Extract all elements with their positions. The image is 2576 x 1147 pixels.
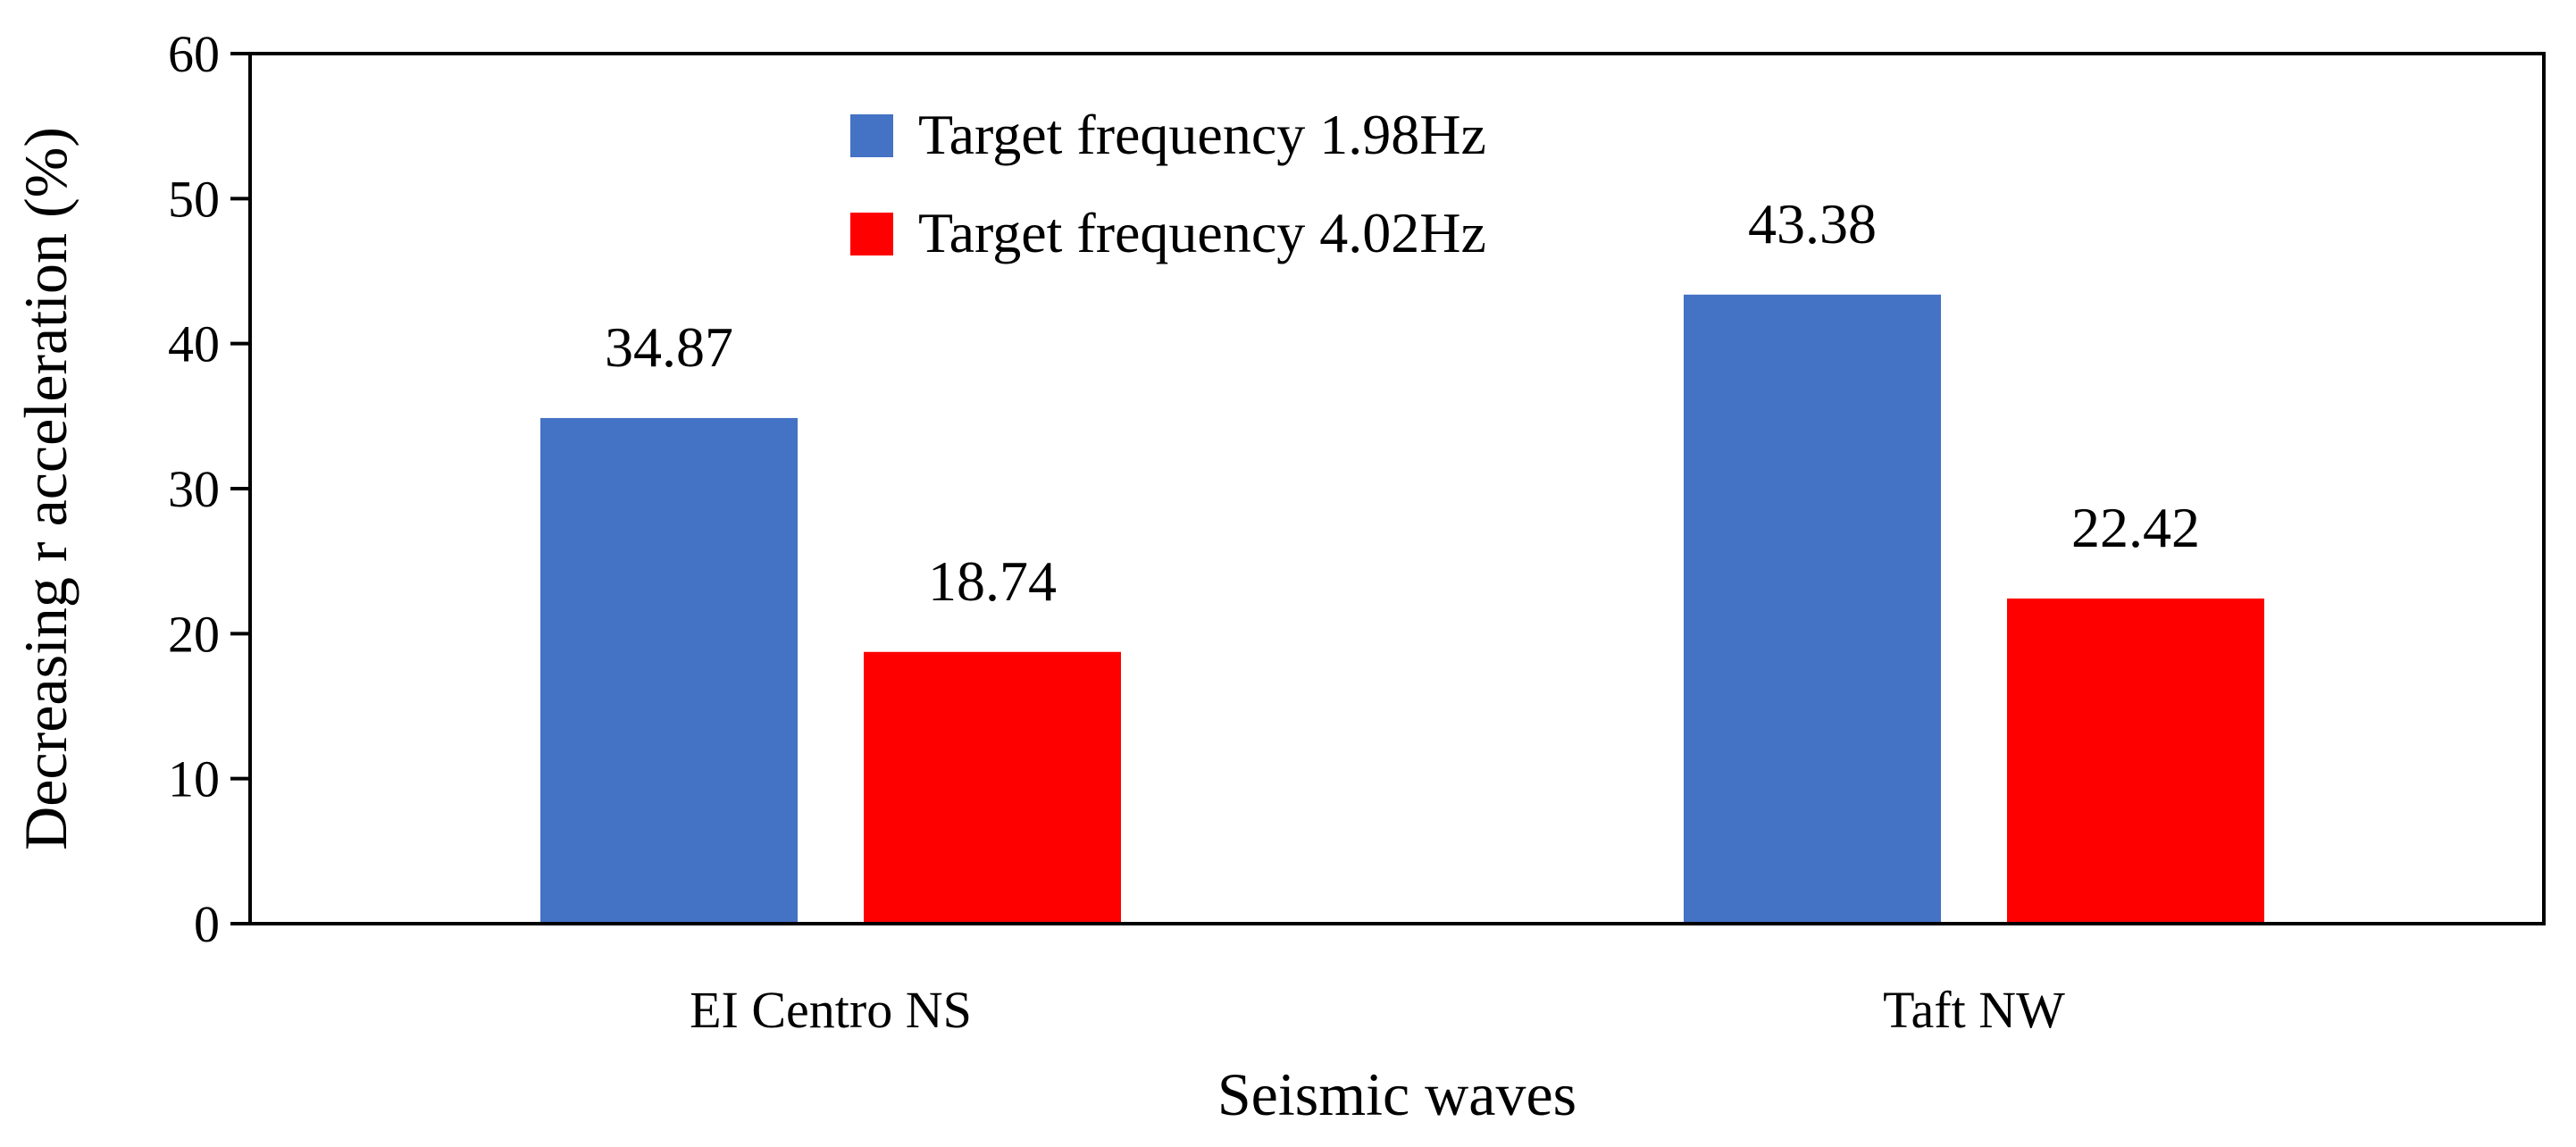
y-axis-title: Decreasing r acceleration (%) xyxy=(12,127,79,850)
plot-area xyxy=(540,294,2264,925)
x-tick-label: EI Centro NS xyxy=(690,981,972,1039)
data-label: 18.74 xyxy=(928,549,1057,613)
y-axis: 0 10 20 30 40 50 60 xyxy=(168,25,250,953)
legend-label: Target frequency 1.98Hz xyxy=(918,103,1486,166)
bar xyxy=(1684,294,1941,925)
x-axis: EI Centro NS Taft NW xyxy=(690,981,2065,1039)
y-tick-label: 10 xyxy=(168,750,220,808)
legend-swatch xyxy=(850,114,893,157)
bar xyxy=(864,651,1121,924)
bar xyxy=(2007,599,2264,924)
y-tick-label: 50 xyxy=(168,170,220,228)
y-tick-label: 60 xyxy=(168,25,220,83)
y-tick-label: 0 xyxy=(194,895,220,953)
data-label: 43.38 xyxy=(1748,192,1877,255)
y-tick-label: 20 xyxy=(168,605,220,663)
legend-label: Target frequency 4.02Hz xyxy=(918,201,1486,264)
legend-swatch xyxy=(850,213,893,255)
data-labels: 34.87 18.74 43.38 22.42 xyxy=(605,192,2200,613)
legend: Target frequency 1.98Hz Target frequency … xyxy=(850,103,1486,264)
data-label: 22.42 xyxy=(2071,496,2200,559)
bar xyxy=(540,417,798,924)
y-tick-label: 40 xyxy=(168,315,220,373)
y-tick-label: 30 xyxy=(168,460,220,518)
data-label: 34.87 xyxy=(605,315,733,379)
x-tick-label: Taft NW xyxy=(1883,981,2065,1039)
x-axis-title: Seismic waves xyxy=(1217,1060,1577,1128)
